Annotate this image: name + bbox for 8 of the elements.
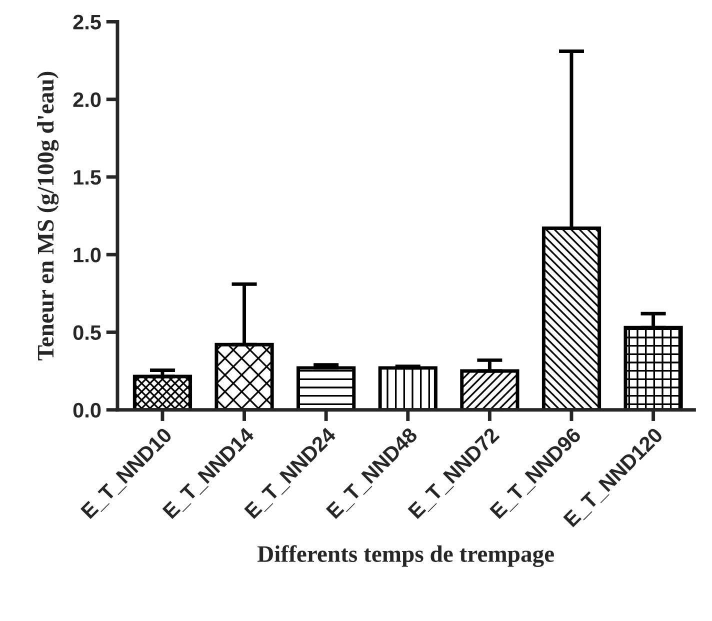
y-tick-label: 0.5 [73, 325, 101, 340]
y-tick-label: 1.0 [74, 248, 101, 262]
y-axis-title: Teneur en MS (g/100g d'eau) [37, 72, 59, 360]
y-tick-label: 1.5 [74, 170, 101, 185]
y-tick-label: 0.0 [73, 402, 101, 418]
y-tick-label: 2.0 [73, 92, 101, 108]
x-axis-title: Differents temps de trempage [258, 545, 554, 567]
y-tick-label: 2.5 [73, 14, 101, 30]
